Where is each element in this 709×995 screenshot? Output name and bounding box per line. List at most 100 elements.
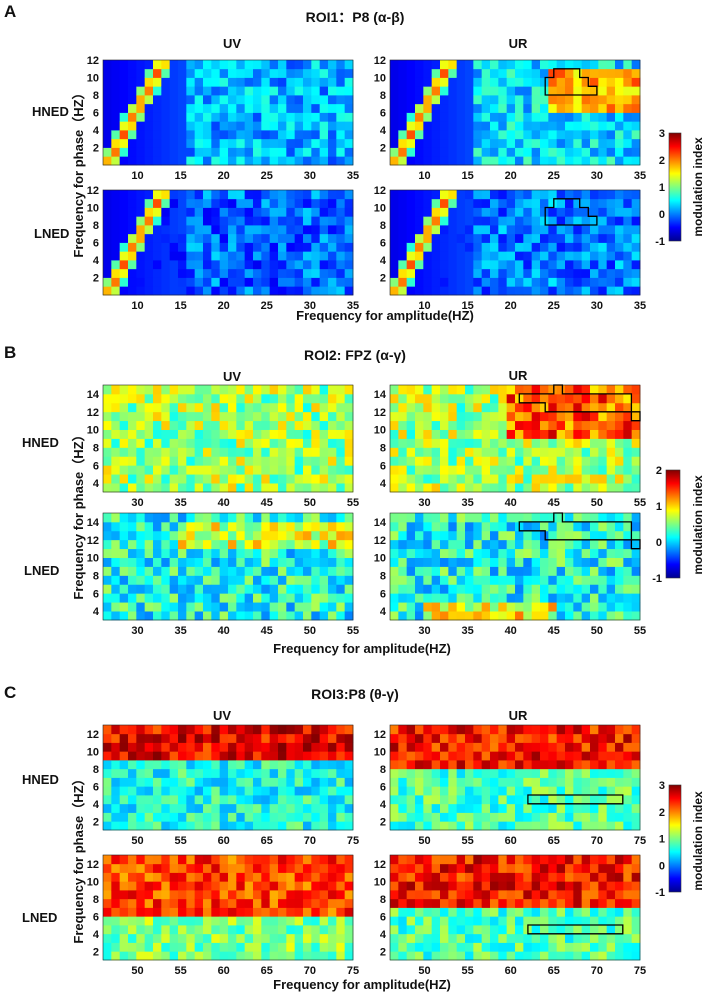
heatmap-cell — [244, 760, 254, 770]
heatmap-cell — [615, 795, 624, 805]
heatmap-cell — [573, 863, 583, 873]
heatmap-cell — [119, 198, 129, 208]
heatmap-cell — [523, 77, 533, 87]
heatmap-cell — [590, 942, 599, 952]
panel-a-col-ur: UR — [509, 36, 528, 51]
heatmap-cell — [623, 733, 633, 743]
heatmap-cell — [615, 385, 624, 395]
heatmap-cell — [523, 733, 533, 743]
heatmap-cell — [228, 898, 237, 908]
heatmap-cell — [336, 751, 346, 761]
heatmap-cell — [186, 566, 196, 576]
heatmap-cell — [498, 611, 508, 621]
heatmap-cell — [573, 393, 583, 404]
heatmap-cell — [573, 251, 583, 261]
heatmap-cell — [111, 121, 121, 131]
heatmap-cell — [178, 521, 187, 532]
heatmap-cell — [523, 233, 533, 243]
heatmap-cell — [278, 190, 287, 200]
heatmap-cell — [615, 447, 624, 457]
heatmap-cell — [631, 530, 641, 541]
heatmap-cell — [253, 539, 262, 550]
heatmap-cell — [573, 260, 583, 270]
heatmap-cell — [253, 733, 262, 743]
heatmap-cell — [119, 890, 129, 900]
heatmap-cell — [406, 855, 416, 865]
heatmap-cell — [448, 942, 458, 952]
heatmap-cell — [465, 584, 474, 594]
heatmap-cell — [598, 890, 608, 900]
heatmap-cell — [631, 539, 641, 550]
heatmap-cell — [431, 548, 441, 558]
heatmap-cell — [336, 513, 346, 523]
heatmap-cell — [590, 483, 599, 493]
heatmap-cell — [465, 198, 474, 208]
heatmap-cell — [590, 548, 599, 558]
heatmap-cell — [540, 786, 549, 796]
heatmap-cell — [344, 438, 354, 448]
heatmap-cell — [103, 890, 112, 900]
heatmap-cell — [336, 898, 346, 908]
heatmap-cell — [261, 402, 271, 413]
heatmap-cell — [203, 513, 212, 523]
heatmap-cell — [523, 277, 533, 287]
heatmap-cell — [311, 566, 321, 576]
heatmap-cell — [344, 566, 354, 576]
heatmap-cell — [398, 411, 408, 422]
heatmap-cell — [390, 951, 399, 961]
heatmap-cell — [161, 855, 171, 865]
heatmap-cell — [506, 602, 516, 612]
heatmap-cell — [344, 456, 354, 466]
heatmap-cell — [548, 795, 558, 805]
heatmap-cell — [236, 447, 246, 457]
heatmap-cell — [303, 60, 312, 70]
heatmap-cell — [286, 890, 296, 900]
heatmap-cell — [448, 881, 458, 891]
heatmap-cell — [228, 86, 237, 96]
heatmap-cell — [236, 872, 246, 882]
heatmap-cell — [406, 251, 416, 261]
heatmap-cell — [186, 812, 196, 822]
heatmap-cell — [144, 584, 154, 594]
heatmap-cell — [465, 77, 474, 87]
heatmap-cell — [169, 855, 179, 865]
heatmap-cell — [548, 233, 558, 243]
heatmap-cell — [169, 916, 179, 926]
heatmap-cell — [294, 513, 304, 523]
heatmap-cell — [261, 86, 271, 96]
heatmap-cell — [531, 429, 541, 439]
heatmap-cell — [506, 447, 516, 457]
heatmap-cell — [186, 483, 196, 493]
heatmap-cell — [606, 268, 616, 278]
heatmap-cell — [278, 233, 287, 243]
heatmap-cell — [440, 539, 449, 550]
heatmap-cell — [481, 130, 491, 140]
heatmap-cell — [294, 277, 304, 287]
heatmap-cell — [328, 863, 337, 873]
heatmap-cell — [631, 733, 641, 743]
heatmap-cell — [490, 872, 499, 882]
heatmap-cell — [423, 742, 433, 752]
heatmap-cell — [573, 207, 583, 217]
heatmap-cell — [119, 898, 129, 908]
heatmap-cell — [615, 602, 624, 612]
heatmap-cell — [269, 68, 279, 78]
heatmap-cell — [598, 777, 608, 787]
heatmap-cell — [515, 760, 524, 770]
heatmap-cell — [228, 777, 237, 787]
heatmap-cell — [269, 147, 279, 157]
heatmap-cell — [111, 68, 121, 78]
heatmap-cell — [269, 130, 279, 140]
heatmap-cell — [498, 483, 508, 493]
heatmap-cell — [431, 951, 441, 961]
heatmap-cell — [390, 760, 399, 770]
heatmap-cell — [431, 786, 441, 796]
heatmap-cell — [286, 429, 296, 439]
heatmap-cell — [278, 207, 287, 217]
heatmap-cell — [523, 751, 533, 761]
heatmap-cell — [211, 456, 221, 466]
heatmap-cell — [465, 907, 474, 917]
heatmap-cell — [294, 393, 304, 404]
heatmap-cell — [244, 207, 254, 217]
heatmap-cell — [144, 385, 154, 395]
